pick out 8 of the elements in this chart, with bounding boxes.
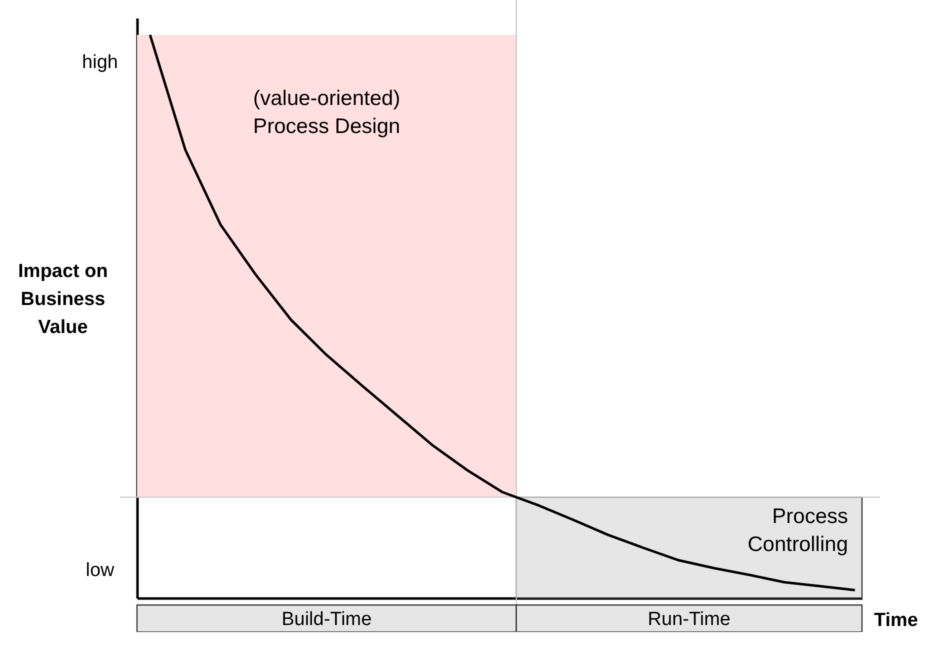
text: Run-Time: [648, 609, 730, 630]
y-axis-title: Impact on Business Value: [18, 261, 108, 338]
text: Build-Time: [282, 609, 372, 630]
band-label: (value-oriented) Process Design: [253, 87, 400, 138]
band-label: Process Controlling: [748, 505, 848, 556]
text: high: [82, 52, 118, 73]
text: low: [86, 560, 115, 581]
x-axis-title: Time: [874, 610, 918, 631]
